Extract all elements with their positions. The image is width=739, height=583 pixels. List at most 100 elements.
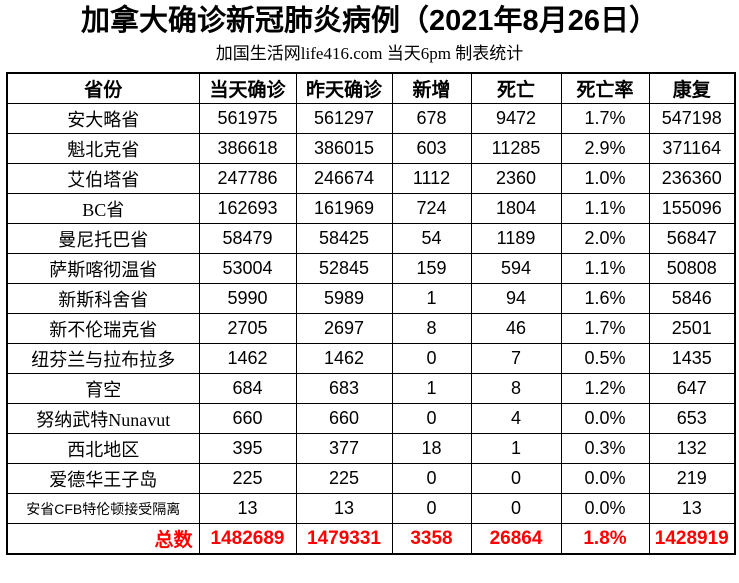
province-cell: 育空 (6, 373, 200, 404)
header-yesterday-confirmed: 昨天确诊 (295, 72, 393, 104)
new-cases-cell: 1112 (391, 163, 472, 194)
header-province: 省份 (6, 72, 200, 104)
province-cell: 艾伯塔省 (6, 163, 200, 194)
deaths-cell: 7 (470, 343, 562, 374)
new-cases-cell: 0 (391, 403, 472, 434)
table-row: 纽芬兰与拉布拉多 1462 1462 0 7 0.5% 1435 (6, 343, 736, 374)
table-header-row: 省份 当天确诊 昨天确诊 新增 死亡 死亡率 康复 (6, 72, 736, 104)
deaths-cell: 4 (470, 403, 562, 434)
death-rate-cell: 1.7% (560, 103, 650, 134)
deaths-cell: 1 (470, 433, 562, 464)
recovered-cell: 219 (648, 463, 736, 494)
yesterday-confirmed-cell: 58425 (295, 223, 393, 254)
death-rate-cell: 0.3% (560, 433, 650, 464)
yesterday-confirmed-cell: 377 (295, 433, 393, 464)
new-cases-cell: 0 (391, 343, 472, 374)
today-confirmed-cell: 13 (198, 493, 297, 524)
today-confirmed-cell: 53004 (198, 253, 297, 284)
new-cases-cell: 1 (391, 283, 472, 314)
today-confirmed-cell: 660 (198, 403, 297, 434)
page-subtitle: 加国生活网life416.com 当天6pm 制表统计 (215, 44, 524, 63)
recovered-cell: 647 (648, 373, 736, 404)
recovered-cell: 2501 (648, 313, 736, 344)
table-row: 新不伦瑞克省 2705 2697 8 46 1.7% 2501 (6, 313, 736, 344)
death-rate-cell: 0.0% (560, 403, 650, 434)
recovered-cell: 653 (648, 403, 736, 434)
table-row: 努纳武特Nunavut 660 660 0 4 0.0% 653 (6, 403, 736, 434)
deaths-cell: 9472 (470, 103, 562, 134)
deaths-cell: 8 (470, 373, 562, 404)
province-cell: 安省CFB特伦顿接受隔离 (6, 493, 200, 524)
province-cell: 努纳武特Nunavut (6, 403, 200, 434)
yesterday-confirmed-cell: 13 (295, 493, 393, 524)
recovered-cell: 50808 (648, 253, 736, 284)
total-new-cases: 3358 (391, 523, 472, 555)
province-cell: 萨斯喀彻温省 (6, 253, 200, 284)
yesterday-confirmed-cell: 161969 (295, 193, 393, 224)
table-row: 安省CFB特伦顿接受隔离 13 13 0 0 0.0% 13 (6, 493, 736, 524)
deaths-cell: 11285 (470, 133, 562, 164)
death-rate-cell: 1.0% (560, 163, 650, 194)
new-cases-cell: 18 (391, 433, 472, 464)
recovered-cell: 5846 (648, 283, 736, 314)
new-cases-cell: 603 (391, 133, 472, 164)
death-rate-cell: 1.1% (560, 253, 650, 284)
today-confirmed-cell: 5990 (198, 283, 297, 314)
new-cases-cell: 159 (391, 253, 472, 284)
total-deaths: 26864 (470, 523, 562, 555)
deaths-cell: 0 (470, 493, 562, 524)
deaths-cell: 1189 (470, 223, 562, 254)
death-rate-cell: 1.1% (560, 193, 650, 224)
recovered-cell: 56847 (648, 223, 736, 254)
new-cases-cell: 1 (391, 373, 472, 404)
recovered-cell: 371164 (648, 133, 736, 164)
table-row: 安大略省 561975 561297 678 9472 1.7% 547198 (6, 103, 736, 134)
death-rate-cell: 1.6% (560, 283, 650, 314)
province-cell: 曼尼托巴省 (6, 223, 200, 254)
yesterday-confirmed-cell: 386015 (295, 133, 393, 164)
deaths-cell: 2360 (470, 163, 562, 194)
deaths-cell: 94 (470, 283, 562, 314)
yesterday-confirmed-cell: 5989 (295, 283, 393, 314)
yesterday-confirmed-cell: 225 (295, 463, 393, 494)
province-cell: 安大略省 (6, 103, 200, 134)
deaths-cell: 1804 (470, 193, 562, 224)
province-cell: 新不伦瑞克省 (6, 313, 200, 344)
province-cell: 西北地区 (6, 433, 200, 464)
total-death-rate: 1.8% (560, 523, 650, 555)
yesterday-confirmed-cell: 246674 (295, 163, 393, 194)
yesterday-confirmed-cell: 660 (295, 403, 393, 434)
table-row: 萨斯喀彻温省 53004 52845 159 594 1.1% 50808 (6, 253, 736, 284)
province-cell: 新斯科舍省 (6, 283, 200, 314)
new-cases-cell: 724 (391, 193, 472, 224)
deaths-cell: 46 (470, 313, 562, 344)
table-row: 魁北克省 386618 386015 603 11285 2.9% 371164 (6, 133, 736, 164)
death-rate-cell: 2.0% (560, 223, 650, 254)
yesterday-confirmed-cell: 561297 (295, 103, 393, 134)
total-label: 总数 (6, 523, 200, 555)
death-rate-cell: 0.0% (560, 493, 650, 524)
new-cases-cell: 54 (391, 223, 472, 254)
death-rate-cell: 0.0% (560, 463, 650, 494)
header-deaths: 死亡 (470, 72, 562, 104)
today-confirmed-cell: 58479 (198, 223, 297, 254)
recovered-cell: 155096 (648, 193, 736, 224)
today-confirmed-cell: 2705 (198, 313, 297, 344)
recovered-cell: 132 (648, 433, 736, 464)
today-confirmed-cell: 162693 (198, 193, 297, 224)
table-total-row: 总数 1482689 1479331 3358 26864 1.8% 14289… (6, 523, 736, 555)
recovered-cell: 547198 (648, 103, 736, 134)
header-death-rate: 死亡率 (560, 72, 650, 104)
province-cell: 爱德华王子岛 (6, 463, 200, 494)
total-yesterday-confirmed: 1479331 (295, 523, 393, 555)
today-confirmed-cell: 225 (198, 463, 297, 494)
table-row: 西北地区 395 377 18 1 0.3% 132 (6, 433, 736, 464)
recovered-cell: 1435 (648, 343, 736, 374)
province-cell: 纽芬兰与拉布拉多 (6, 343, 200, 374)
death-rate-cell: 1.7% (560, 313, 650, 344)
yesterday-confirmed-cell: 1462 (295, 343, 393, 374)
new-cases-cell: 0 (391, 493, 472, 524)
today-confirmed-cell: 684 (198, 373, 297, 404)
header-recovered: 康复 (648, 72, 736, 104)
